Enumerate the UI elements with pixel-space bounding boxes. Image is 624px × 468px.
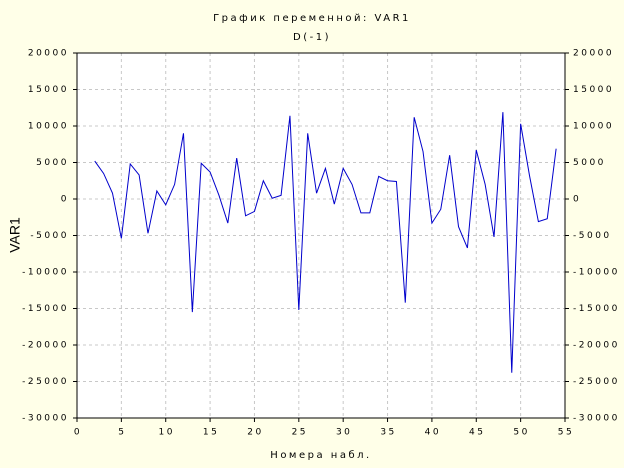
plot-border bbox=[76, 52, 566, 419]
y-tick-label: -30000 bbox=[22, 414, 69, 424]
y-tick-label: 5000 bbox=[36, 158, 69, 168]
chart-subtitle: D(-1) bbox=[293, 32, 331, 43]
y2-tick-label: 0 bbox=[573, 195, 581, 205]
x-tick-label: 45 bbox=[469, 428, 485, 438]
x-tick-label: 20 bbox=[247, 428, 263, 438]
y-tick-label: 0 bbox=[61, 195, 69, 205]
y2-tick-label: -25000 bbox=[573, 377, 620, 387]
x-tick-label: 5 bbox=[118, 428, 126, 438]
data-line bbox=[94, 112, 557, 373]
y2-tick-label: 10000 bbox=[573, 122, 614, 132]
y2-tick-label: -15000 bbox=[573, 304, 620, 314]
plot-area bbox=[76, 52, 566, 419]
x-tick-label: 30 bbox=[336, 428, 352, 438]
y-tick-label: 15000 bbox=[28, 85, 69, 95]
y-tick-label: -25000 bbox=[22, 377, 69, 387]
y2-tick-label: 20000 bbox=[573, 49, 614, 59]
y-tick-label: -20000 bbox=[22, 341, 69, 351]
x-tick-label: 0 bbox=[74, 428, 82, 438]
x-tick-label: 15 bbox=[203, 428, 219, 438]
y-tick-label: 10000 bbox=[28, 122, 69, 132]
x-tick-label: 10 bbox=[159, 428, 175, 438]
y-tick-label: -10000 bbox=[22, 268, 69, 278]
y-tick-label: 20000 bbox=[28, 49, 69, 59]
y-tick-label: -15000 bbox=[22, 304, 69, 314]
y2-tick-label: -30000 bbox=[573, 414, 620, 424]
chart-title: График переменной: VAR1 bbox=[213, 13, 411, 24]
x-tick-label: 40 bbox=[425, 428, 441, 438]
x-tick-label: 25 bbox=[292, 428, 308, 438]
x-axis-label: Номера набл. bbox=[270, 450, 371, 461]
y-tick-label: -5000 bbox=[30, 231, 69, 241]
y-axis-label: VAR1 bbox=[7, 217, 23, 253]
y2-tick-label: -5000 bbox=[573, 231, 612, 241]
y2-tick-label: 5000 bbox=[573, 158, 606, 168]
y2-tick-label: -20000 bbox=[573, 341, 620, 351]
x-tick-label: 55 bbox=[558, 428, 574, 438]
x-tick-label: 35 bbox=[380, 428, 396, 438]
y2-tick-label: 15000 bbox=[573, 85, 614, 95]
y2-tick-label: -10000 bbox=[573, 268, 620, 278]
x-tick-label: 50 bbox=[513, 428, 529, 438]
